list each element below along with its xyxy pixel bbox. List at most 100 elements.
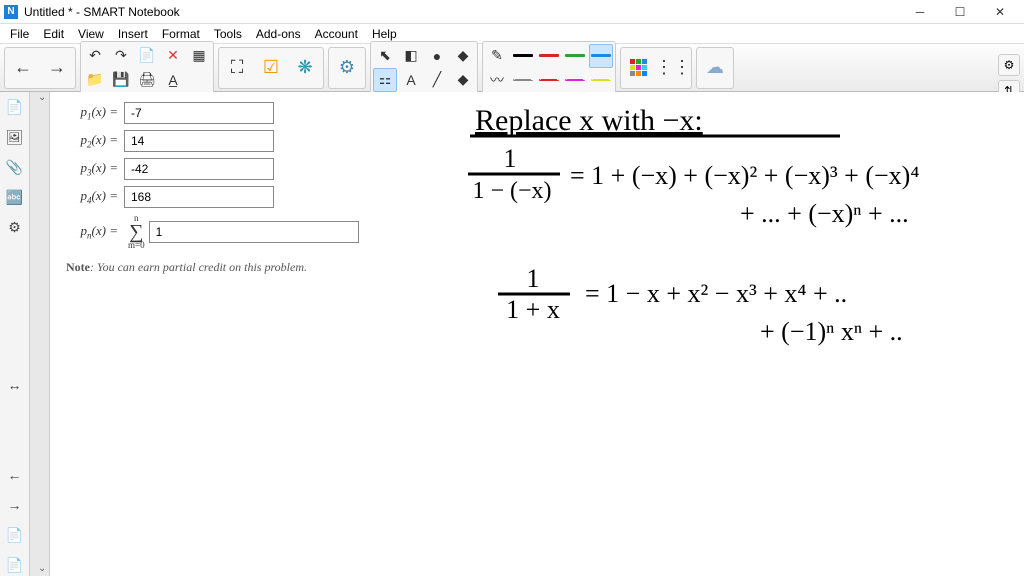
- gallery-tab[interactable]: 🖼: [4, 126, 26, 148]
- table-button[interactable]: ▦: [187, 44, 211, 68]
- save-button[interactable]: 💾: [109, 68, 133, 92]
- menu-edit[interactable]: Edit: [37, 25, 70, 43]
- cloud-group: ☁: [696, 47, 734, 89]
- pen-icon[interactable]: ✎: [485, 44, 509, 68]
- pen-green[interactable]: [563, 44, 587, 68]
- addon-button[interactable]: ⚙: [331, 50, 363, 86]
- line-tool[interactable]: ╱: [425, 68, 449, 92]
- hl-icon[interactable]: 〰: [485, 68, 509, 92]
- back-button[interactable]: ←: [7, 50, 39, 86]
- activity-button[interactable]: ❋: [289, 50, 321, 86]
- prev-page-button[interactable]: ←: [4, 464, 26, 486]
- page-gutter: ⌄ ⌄: [30, 92, 50, 576]
- p1-input[interactable]: [124, 102, 274, 124]
- hl-red[interactable]: [537, 68, 561, 92]
- p2-row: p2(x) =: [66, 130, 404, 152]
- undo-button[interactable]: ↶: [83, 44, 107, 68]
- p3-row: p3(x) =: [66, 158, 404, 180]
- pen-red[interactable]: [537, 44, 561, 68]
- shape-rect-tool[interactable]: ◧: [399, 44, 423, 68]
- screenshade-button[interactable]: ⛶: [221, 50, 253, 86]
- hl-yel[interactable]: [589, 68, 613, 92]
- hw-l2-num: 1: [527, 264, 540, 293]
- content-area: 📄 🖼 📎 🔤 ⚙ ↔ ← → 📄 📄 ⌄ ⌄ p1(x) = p2(x) =: [0, 92, 1024, 576]
- style-group: ⋮⋮: [620, 47, 692, 89]
- menu-format[interactable]: Format: [156, 25, 206, 43]
- view-group: ⛶ ☑ ❋: [218, 47, 324, 89]
- cloud-button[interactable]: ☁: [699, 50, 731, 86]
- p3-input[interactable]: [124, 158, 274, 180]
- pn-input[interactable]: [149, 221, 359, 243]
- left-sidebar: 📄 🖼 📎 🔤 ⚙ ↔ ← → 📄 📄: [0, 92, 30, 576]
- next-page-button[interactable]: →: [4, 494, 26, 516]
- hw-l2-rhs: = 1 − x + x² − x³ + x⁴ + ..: [585, 279, 847, 308]
- fill-tool[interactable]: ◆: [451, 44, 475, 68]
- p4-input[interactable]: [124, 186, 274, 208]
- minimize-button[interactable]: ─: [900, 0, 940, 24]
- menu-account[interactable]: Account: [309, 25, 364, 43]
- collapse-bottom[interactable]: ⌄: [38, 563, 46, 574]
- close-button[interactable]: ✕: [980, 0, 1020, 24]
- line-style-button[interactable]: ⋮⋮: [657, 50, 689, 86]
- menu-addons[interactable]: Add-ons: [250, 25, 307, 43]
- shape-circle-tool[interactable]: ●: [425, 44, 449, 68]
- delete-button[interactable]: ✕: [161, 44, 185, 68]
- page-sorter-tab[interactable]: 📄: [4, 96, 26, 118]
- hl-mag[interactable]: [563, 68, 587, 92]
- pn-row: pn(x) = n ∑ m=0: [66, 214, 404, 250]
- collapse-top[interactable]: ⌄: [38, 92, 46, 103]
- nav-group: ← →: [4, 47, 76, 89]
- menu-help[interactable]: Help: [366, 25, 403, 43]
- select-tool[interactable]: ⬉: [373, 44, 397, 68]
- problem-panel: p1(x) = p2(x) = p3(x) = p4(x) = pn(x) = …: [60, 92, 410, 279]
- pen-blue[interactable]: [589, 44, 613, 68]
- check-button[interactable]: ☑: [255, 50, 287, 86]
- title-bar: N Untitled * - SMART Notebook ─ ☐ ✕: [0, 0, 1024, 24]
- text-tool[interactable]: A: [399, 68, 423, 92]
- hw-l1-rhs: = 1 + (−x) + (−x)² + (−x)³ + (−x)⁴: [570, 161, 919, 190]
- redo-button[interactable]: ↷: [109, 44, 133, 68]
- open-button[interactable]: 📁: [83, 68, 107, 92]
- p1-label: p1(x) =: [66, 104, 124, 122]
- properties-tab[interactable]: 🔤: [4, 186, 26, 208]
- page-a-button[interactable]: 📄: [4, 524, 26, 546]
- menu-tools[interactable]: Tools: [208, 25, 248, 43]
- p2-label: p2(x) =: [66, 132, 124, 150]
- hw-l1-rhs2: + ... + (−x)ⁿ + ...: [740, 199, 909, 228]
- page-b-button[interactable]: 📄: [4, 554, 26, 576]
- hl-gray[interactable]: [511, 68, 535, 92]
- toolbar: ← → ↶ ↷ 📄 ✕ ▦ 📁 💾 🖨 A̲ ⛶ ☑ ❋ ⚙ ⬉ ◧ ● ◆: [0, 44, 1024, 92]
- hw-l2-rhs2: + (−1)ⁿ xⁿ + ..: [760, 317, 903, 346]
- p4-row: p4(x) =: [66, 186, 404, 208]
- autohide-toggle[interactable]: ↔: [4, 374, 26, 396]
- addon-group: ⚙: [328, 47, 366, 89]
- forward-button[interactable]: →: [41, 50, 73, 86]
- measure-tool[interactable]: ⚏: [373, 68, 397, 92]
- p3-label: p3(x) =: [66, 160, 124, 178]
- attachments-tab[interactable]: 📎: [4, 156, 26, 178]
- print-button[interactable]: 🖨: [135, 68, 159, 92]
- pen-black[interactable]: [511, 44, 535, 68]
- canvas[interactable]: p1(x) = p2(x) = p3(x) = p4(x) = pn(x) = …: [50, 92, 1024, 576]
- settings-gear-button[interactable]: ⚙: [998, 54, 1020, 76]
- hw-title: Replace x with −x:: [475, 104, 703, 137]
- text-format-button[interactable]: A̲: [161, 68, 185, 92]
- p1-row: p1(x) =: [66, 102, 404, 124]
- p2-input[interactable]: [124, 130, 274, 152]
- menu-insert[interactable]: Insert: [112, 25, 154, 43]
- pn-label: pn(x) =: [66, 223, 124, 241]
- p4-label: p4(x) =: [66, 188, 124, 206]
- menu-view[interactable]: View: [72, 25, 110, 43]
- addons-tab[interactable]: ⚙: [4, 216, 26, 238]
- menu-file[interactable]: File: [4, 25, 35, 43]
- new-page-button[interactable]: 📄: [135, 44, 159, 68]
- color-grid-button[interactable]: [623, 50, 655, 86]
- hw-l1-den: 1 − (−x): [472, 178, 551, 204]
- maximize-button[interactable]: ☐: [940, 0, 980, 24]
- pen-group: ✎ 〰: [482, 41, 616, 95]
- hw-l2-den: 1 + x: [506, 295, 560, 324]
- eraser-tool[interactable]: ◆: [451, 68, 475, 92]
- note-text: Note: You can earn partial credit on thi…: [66, 260, 404, 275]
- handwriting: Replace x with −x: 1 1 − (−x) = 1 + (−x)…: [420, 92, 1024, 392]
- hw-l1-num: 1: [504, 144, 517, 173]
